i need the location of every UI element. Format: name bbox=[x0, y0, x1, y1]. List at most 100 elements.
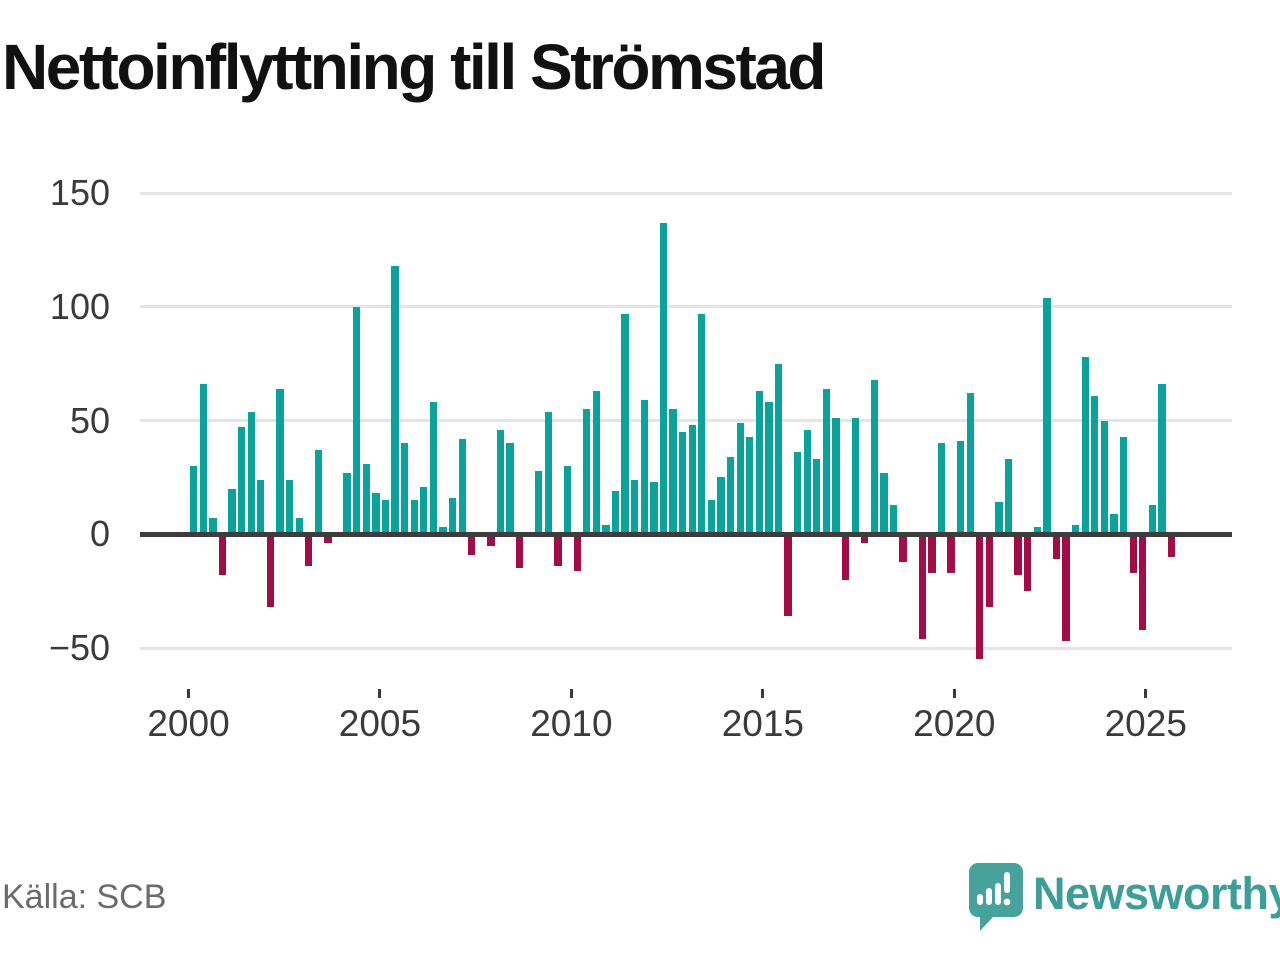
bar bbox=[592, 391, 600, 535]
zero-baseline bbox=[140, 531, 1232, 537]
bar bbox=[765, 402, 773, 535]
source-label: Källa: SCB bbox=[2, 878, 167, 916]
bar bbox=[717, 477, 725, 535]
bar bbox=[1167, 534, 1176, 558]
bar bbox=[544, 411, 553, 535]
bar bbox=[1139, 534, 1147, 630]
x-axis-label: 2020 bbox=[913, 703, 996, 744]
bar bbox=[1100, 420, 1109, 535]
bar bbox=[563, 466, 572, 535]
bar bbox=[295, 518, 303, 535]
chart-title: Nettoinflyttning till Strömstad bbox=[2, 31, 827, 103]
bar bbox=[985, 534, 994, 608]
gridline bbox=[140, 646, 1232, 650]
x-axis-tick bbox=[187, 689, 190, 698]
bar bbox=[1119, 436, 1128, 535]
bar bbox=[784, 534, 792, 617]
bar bbox=[880, 472, 888, 535]
bar bbox=[889, 504, 898, 535]
bar bbox=[1072, 525, 1080, 535]
bar bbox=[947, 534, 955, 573]
bar bbox=[832, 418, 840, 535]
bar bbox=[362, 463, 370, 535]
bar bbox=[736, 422, 744, 535]
bar bbox=[1052, 534, 1061, 560]
y-axis-label: −50 bbox=[48, 627, 110, 668]
bar bbox=[688, 425, 696, 535]
bar bbox=[755, 391, 763, 535]
bar bbox=[1004, 459, 1013, 535]
x-axis-tick bbox=[1144, 689, 1148, 698]
bar bbox=[228, 488, 236, 535]
bar bbox=[966, 393, 974, 535]
bar bbox=[448, 497, 457, 535]
bar bbox=[678, 431, 687, 535]
bar bbox=[1081, 356, 1089, 535]
gridline bbox=[140, 305, 1232, 309]
x-axis-tick bbox=[761, 689, 765, 698]
newsworthy-wordmark: Newsworthy bbox=[1033, 868, 1280, 919]
bar bbox=[487, 534, 495, 546]
bar bbox=[995, 502, 1003, 535]
bar bbox=[611, 491, 620, 535]
y-axis-label: 100 bbox=[49, 285, 110, 327]
bar bbox=[841, 534, 850, 580]
newsworthy-logo-icon bbox=[969, 863, 1023, 931]
bar bbox=[516, 534, 524, 569]
bar bbox=[381, 500, 390, 535]
bar bbox=[1148, 504, 1156, 535]
bar bbox=[573, 534, 581, 571]
x-axis-label: 2000 bbox=[147, 703, 230, 744]
bar bbox=[861, 534, 869, 544]
x-axis-label: 2005 bbox=[338, 703, 422, 744]
bar bbox=[928, 534, 936, 573]
bar bbox=[640, 400, 648, 535]
x-axis-tick bbox=[378, 689, 382, 698]
bar bbox=[822, 388, 831, 535]
bar bbox=[583, 409, 591, 535]
bar bbox=[353, 306, 361, 535]
bar bbox=[1110, 513, 1118, 535]
bar bbox=[976, 534, 984, 660]
y-axis-label: 0 bbox=[89, 513, 110, 555]
bar bbox=[458, 438, 466, 535]
bar bbox=[429, 402, 438, 535]
bar bbox=[238, 427, 246, 535]
bar bbox=[1033, 527, 1041, 535]
bar bbox=[400, 443, 409, 535]
x-axis-tick bbox=[952, 689, 956, 698]
bar bbox=[257, 479, 265, 535]
x-axis-tick bbox=[569, 689, 573, 698]
gridline bbox=[140, 191, 1232, 195]
bar bbox=[669, 409, 677, 535]
x-axis-label: 2015 bbox=[721, 703, 804, 744]
bar bbox=[199, 384, 207, 535]
bar bbox=[774, 363, 783, 535]
bar bbox=[659, 222, 668, 535]
bar bbox=[602, 525, 610, 535]
bar bbox=[314, 450, 322, 535]
bar bbox=[1024, 534, 1032, 592]
bar bbox=[813, 459, 821, 535]
x-axis-label: 2025 bbox=[1104, 703, 1187, 744]
bar bbox=[247, 411, 255, 535]
bar bbox=[746, 436, 754, 535]
bar bbox=[343, 472, 351, 535]
bar bbox=[631, 479, 639, 535]
bar bbox=[420, 486, 428, 535]
bar bbox=[324, 534, 332, 544]
bar bbox=[535, 470, 543, 535]
bar bbox=[468, 534, 476, 555]
bar bbox=[391, 265, 399, 535]
bar bbox=[276, 388, 284, 535]
bar bbox=[899, 534, 907, 562]
bar bbox=[496, 429, 505, 535]
bar bbox=[305, 534, 313, 567]
bar bbox=[650, 481, 658, 535]
bar bbox=[1091, 395, 1099, 535]
y-axis-label: 50 bbox=[69, 399, 110, 441]
gridline bbox=[140, 419, 1232, 423]
bar bbox=[794, 452, 802, 535]
bar bbox=[698, 313, 706, 535]
bar bbox=[410, 500, 418, 535]
